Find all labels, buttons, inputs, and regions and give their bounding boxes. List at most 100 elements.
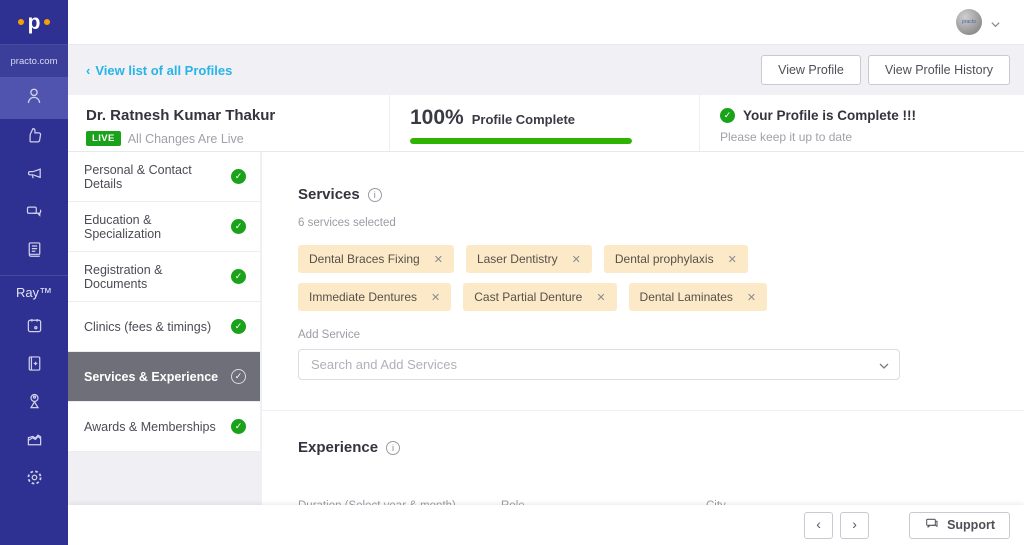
section-divider (262, 410, 1024, 411)
service-tag-label: Dental prophylaxis (614, 252, 714, 266)
complete-check-icon: ✓ (231, 219, 246, 234)
chevron-left-icon: ‹ (816, 516, 821, 532)
nav-item-education-specialization[interactable]: Education & Specialization ✓ (68, 202, 260, 252)
support-chat-icon (924, 516, 940, 535)
site-label: practo.com (0, 45, 68, 77)
service-tag-label: Immediate Dentures (309, 290, 418, 304)
doctor-name: Dr. Ratnesh Kumar Thakur (86, 107, 276, 124)
city-label: City (706, 500, 896, 505)
remove-service-icon[interactable]: ✕ (746, 291, 757, 304)
live-status-text: All Changes Are Live (127, 131, 244, 146)
header-band: ‹ View list of all Profiles View Profile… (68, 45, 1024, 95)
complete-check-icon: ✓ (231, 269, 246, 284)
nav-item-label: Services & Experience (84, 369, 219, 384)
services-experience-panel: Services i 6 services selected Dental Br… (262, 152, 1024, 505)
practo-logo[interactable]: p (0, 0, 68, 45)
top-bar: practo (68, 0, 1024, 45)
tablet-plus-icon (24, 353, 45, 379)
service-tag: Laser Dentistry ✕ (465, 245, 592, 273)
nav-item-label: Registration & Documents (84, 262, 163, 291)
thumbs-up-icon (24, 125, 45, 151)
services-section-title: Services (298, 186, 360, 203)
service-tag-label: Laser Dentistry (476, 252, 558, 266)
growth-chart-icon (24, 429, 45, 455)
logo-dot-right-icon (44, 19, 51, 25)
chevron-right-icon: › (852, 516, 857, 532)
logo-letter: p (27, 10, 41, 34)
service-tag: Dental Braces Fixing ✕ (298, 245, 454, 273)
support-label: Support (947, 518, 995, 532)
view-profile-history-button[interactable]: View Profile History (867, 55, 1010, 85)
sidebar-item-settings[interactable] (0, 461, 68, 499)
nav-item-personal-contact-details[interactable]: Personal & Contact Details ✓ (68, 152, 260, 202)
nav-item-registration-documents[interactable]: Registration & Documents ✓ (68, 252, 260, 302)
service-tag-label: Dental Laminates (639, 290, 733, 304)
add-service-label: Add Service (298, 329, 361, 341)
sidebar-item-recommendations[interactable] (0, 119, 68, 157)
live-status-badge: LIVE (86, 131, 121, 146)
nav-item-awards-memberships[interactable]: Awards & Memberships ✓ (68, 402, 260, 452)
complete-check-icon: ✓ (231, 319, 246, 334)
view-profile-button[interactable]: View Profile (761, 55, 861, 85)
profile-progress-fill (410, 138, 632, 144)
sidebar-item-calendar[interactable] (0, 309, 68, 347)
completion-percent: 100% (410, 106, 464, 129)
info-icon[interactable]: i (367, 187, 382, 202)
next-page-button[interactable]: › (840, 511, 870, 539)
remove-service-icon[interactable]: ✕ (431, 291, 441, 304)
experience-section-title: Experience (298, 439, 379, 456)
nav-item-label: Awards & Memberships (84, 419, 216, 434)
sidebar-item-patient-records[interactable] (0, 347, 68, 385)
profile-complete-subtitle: Please keep it up to date (720, 130, 853, 144)
dropdown-chevron-down-icon[interactable] (878, 359, 889, 369)
nav-item-label: Clinics (fees & timings) (84, 319, 212, 334)
support-button[interactable]: Support (909, 511, 1010, 539)
nav-item-label: Education & Specialization (84, 212, 162, 241)
selected-check-icon: ✓ (231, 369, 246, 384)
service-tag: Immediate Dentures ✕ (298, 283, 452, 311)
sidebar-item-insights[interactable] (0, 423, 68, 461)
remove-service-icon[interactable]: ✕ (433, 253, 443, 266)
account-chevron-down-icon[interactable] (990, 17, 1000, 28)
reach-beacon-icon (24, 391, 45, 417)
view-all-profiles-label: View list of all Profiles (95, 62, 233, 78)
remove-service-icon[interactable]: ✕ (727, 253, 737, 266)
footer-bar: ‹ › Support (68, 505, 1024, 545)
profile-person-icon (23, 85, 45, 112)
complete-check-icon: ✓ (231, 419, 246, 434)
section-nav: Personal & Contact Details ✓ Education &… (68, 152, 260, 505)
document-script-icon (24, 239, 45, 265)
avatar[interactable]: practo (956, 9, 982, 35)
profile-summary-band: Dr. Ratnesh Kumar Thakur LIVE All Change… (68, 95, 1024, 152)
nav-item-clinics[interactable]: Clinics (fees & timings) ✓ (68, 302, 260, 352)
sidebar-item-reach[interactable] (0, 385, 68, 423)
profile-progress-bar (410, 138, 632, 144)
role-label: Role (501, 500, 706, 505)
service-tag: Cast Partial Denture ✕ (463, 283, 617, 311)
complete-check-icon: ✓ (231, 169, 246, 184)
calendar-icon (24, 315, 45, 341)
logo-dot-left-icon (17, 19, 24, 25)
sidebar-item-consult-chat[interactable] (0, 195, 68, 233)
service-tag: Dental prophylaxis ✕ (603, 245, 748, 273)
prev-page-button[interactable]: ‹ (804, 511, 834, 539)
experience-form: Duration (Select year & month) Role City (298, 500, 988, 505)
sidebar-item-health-feed[interactable] (0, 233, 68, 271)
sidebar-item-announcements[interactable] (0, 157, 68, 195)
nav-item-services-experience[interactable]: Services & Experience ✓ (68, 352, 260, 402)
megaphone-icon (24, 163, 45, 189)
search-add-services-input[interactable] (298, 349, 900, 380)
duration-label: Duration (Select year & month) (298, 500, 501, 505)
complete-check-icon: ✓ (720, 108, 735, 123)
remove-service-icon[interactable]: ✕ (596, 291, 606, 304)
sidebar-item-profile[interactable] (0, 77, 68, 119)
services-selected-count: 6 services selected (298, 217, 396, 229)
service-tag-label: Dental Braces Fixing (309, 252, 420, 266)
gear-icon (24, 467, 45, 493)
info-icon[interactable]: i (386, 440, 401, 455)
remove-service-icon[interactable]: ✕ (571, 253, 581, 266)
service-tags-list: Dental Braces Fixing ✕ Laser Dentistry ✕… (298, 245, 838, 311)
view-all-profiles-link[interactable]: ‹ View list of all Profiles (86, 63, 232, 78)
completion-label: Profile Complete (471, 112, 576, 127)
